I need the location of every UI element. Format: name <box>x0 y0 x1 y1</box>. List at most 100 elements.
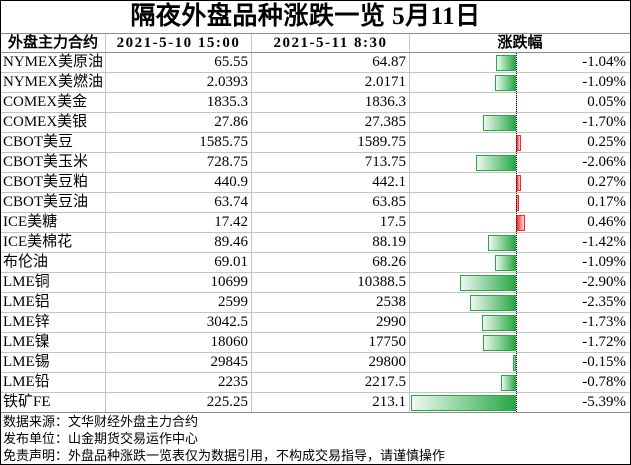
change-bar-cell <box>410 53 525 72</box>
prev-price: 440.9 <box>106 173 252 192</box>
prev-price: 27.86 <box>106 113 252 132</box>
change-percent: -0.15% <box>582 354 626 370</box>
table-row: CBOT美豆油 63.74 63.85 0.17% <box>1 193 630 213</box>
table-row: LME锌 3042.5 2990 -1.73% <box>1 313 630 333</box>
contract-name: LME铝 <box>1 293 106 312</box>
bar-axis <box>516 293 518 312</box>
bar-axis <box>516 113 518 132</box>
table-row: LME锡 29845 29800 -0.15% <box>1 353 630 373</box>
change-percent: -1.04% <box>582 54 626 70</box>
bar-axis <box>516 53 518 72</box>
bar-axis <box>516 333 518 352</box>
bar-axis <box>516 193 518 212</box>
decline-bar <box>482 315 517 331</box>
contract-name: NYMEX美原油 <box>1 53 106 72</box>
decline-bar <box>482 335 517 351</box>
bar-axis <box>516 393 518 412</box>
curr-price: 64.87 <box>252 53 410 72</box>
prev-price: 3042.5 <box>106 313 252 332</box>
table-row: CBOT美豆 1585.75 1589.75 0.25% <box>1 133 630 153</box>
curr-price: 88.19 <box>252 233 410 252</box>
decline-bar <box>495 55 517 71</box>
prev-price: 1835.3 <box>106 93 252 112</box>
decline-bar <box>475 155 517 171</box>
prev-price: 63.74 <box>106 193 252 212</box>
curr-price: 68.26 <box>252 253 410 272</box>
bar-axis <box>516 273 518 292</box>
contract-name: COMEX美银 <box>1 113 106 132</box>
change-percent: -1.09% <box>582 74 626 90</box>
curr-price: 2538 <box>252 293 410 312</box>
change-bar-cell <box>410 273 525 292</box>
footer-disclaimer: 免责声明：外盘品种涨跌一览表仅为数据引用，不构成交易指导，请谨慎操作 <box>3 448 446 463</box>
decline-bar <box>470 295 517 311</box>
prev-price: 225.25 <box>106 393 252 412</box>
change-percent: -2.35% <box>582 294 626 310</box>
table-row: LME铅 2235 2217.5 -0.78% <box>1 373 630 393</box>
curr-price: 17750 <box>252 333 410 352</box>
bar-axis <box>516 353 518 372</box>
contract-name: 布伦油 <box>1 253 106 272</box>
change-bar-cell <box>410 293 525 312</box>
curr-price: 1836.3 <box>252 93 410 112</box>
curr-price: 29800 <box>252 353 410 372</box>
bar-axis <box>516 313 518 332</box>
change-bar-cell <box>410 133 525 152</box>
contract-name: CBOT美豆 <box>1 133 106 152</box>
contract-name: COMEX美金 <box>1 93 106 112</box>
table-row: 布伦油 69.01 68.26 -1.09% <box>1 253 630 273</box>
bar-axis <box>516 213 518 232</box>
table-body: NYMEX美原油 65.55 64.87 -1.04% NYMEX美燃油 2.0393 2.… <box>1 53 630 413</box>
prev-price: 65.55 <box>106 53 252 72</box>
bar-axis <box>516 173 518 192</box>
contract-name: LME铜 <box>1 273 106 292</box>
contract-name: NYMEX美燃油 <box>1 73 106 92</box>
change-bar-cell <box>410 393 525 412</box>
change-bar-cell <box>410 73 525 92</box>
change-bar-cell <box>410 153 525 172</box>
curr-price: 17.5 <box>252 213 410 232</box>
change-bar-cell <box>410 253 525 272</box>
decline-bar <box>494 255 517 271</box>
table-row: CBOT美豆粕 440.9 442.1 0.27% <box>1 173 630 193</box>
column-header-contract: 外盘主力合约 <box>1 34 106 52</box>
decline-bar <box>488 235 517 251</box>
change-percent: -1.70% <box>582 114 626 130</box>
change-percent: 0.17% <box>587 194 626 210</box>
curr-price: 2217.5 <box>252 373 410 392</box>
change-bar-cell <box>410 353 525 372</box>
change-percent: -2.06% <box>582 154 626 170</box>
prev-price: 2599 <box>106 293 252 312</box>
prev-price: 18060 <box>106 333 252 352</box>
contract-name: ICE美棉花 <box>1 233 106 252</box>
bar-axis <box>516 73 518 92</box>
prev-price: 29845 <box>106 353 252 372</box>
change-bar-cell <box>410 233 525 252</box>
prev-price: 10699 <box>106 273 252 292</box>
change-percent: -0.78% <box>582 374 626 390</box>
table-row: NYMEX美燃油 2.0393 2.0171 -1.09% <box>1 73 630 93</box>
change-percent: -1.09% <box>582 254 626 270</box>
prev-price: 69.01 <box>106 253 252 272</box>
bar-axis <box>516 93 518 112</box>
decline-bar <box>494 75 517 91</box>
change-bar-cell <box>410 113 525 132</box>
change-bar-cell <box>410 93 525 112</box>
table-row: ICE美糖 17.42 17.5 0.46% <box>1 213 630 233</box>
decline-bar <box>459 275 517 291</box>
curr-price: 2.0171 <box>252 73 410 92</box>
curr-price: 442.1 <box>252 173 410 192</box>
curr-price: 63.85 <box>252 193 410 212</box>
contract-name: 铁矿FE <box>1 393 106 412</box>
bar-axis <box>516 253 518 272</box>
change-percent: 0.27% <box>587 174 626 190</box>
contract-name: LME锡 <box>1 353 106 372</box>
decline-bar <box>513 355 517 371</box>
change-percent: -1.72% <box>582 334 626 350</box>
bar-axis <box>516 233 518 252</box>
prev-price: 2235 <box>106 373 252 392</box>
contract-name: LME铅 <box>1 373 106 392</box>
change-bar-cell <box>410 313 525 332</box>
change-percent: -5.39% <box>582 394 626 410</box>
